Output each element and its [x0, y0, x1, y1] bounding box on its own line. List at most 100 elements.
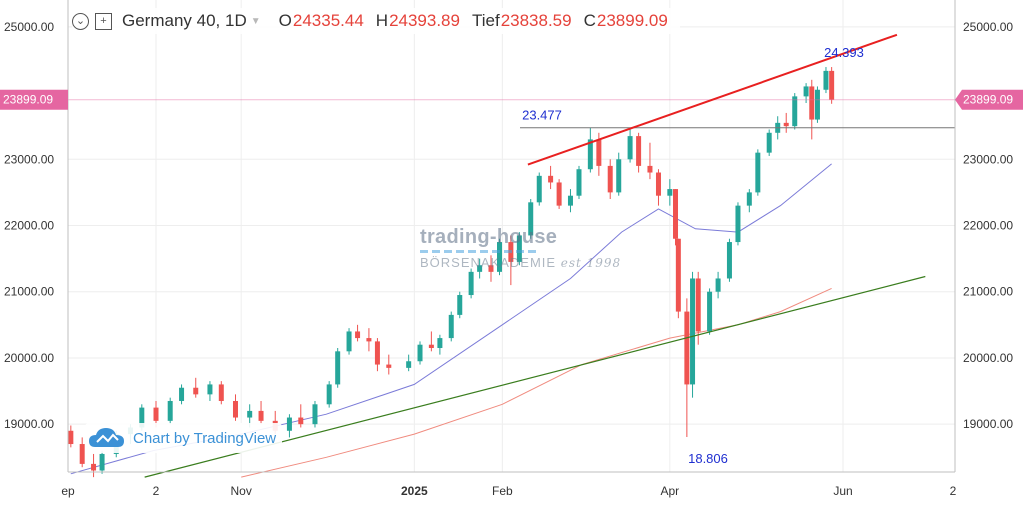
candle-body [829, 70, 835, 100]
x-tick-label: 2 [153, 484, 160, 498]
candle-body [803, 86, 809, 97]
y-tick-label-left: 25000.00 [4, 20, 54, 34]
symbol-title[interactable]: Germany 40, 1D [122, 11, 247, 30]
plus-square-icon[interactable]: + [95, 12, 112, 30]
candle-body [814, 89, 820, 120]
watermark-dash [420, 250, 540, 253]
candle-body [335, 351, 341, 385]
x-tick-label: ep [61, 484, 75, 498]
candle-body [99, 453, 105, 471]
watermark-est: est 1998 [560, 256, 622, 270]
moving-average-line [241, 287, 832, 478]
candle-body [346, 331, 352, 352]
chevron-down-circle-icon[interactable]: ⌄ [72, 12, 89, 30]
candle-body [607, 165, 613, 193]
last-price-tag-left [0, 89, 68, 110]
low-value: 23838.59 [500, 11, 572, 30]
candle-body [567, 195, 573, 206]
candle-body [755, 152, 761, 193]
candle-body [792, 96, 798, 127]
axes: 19000.00 19000.00 20000.00 20000.00 21000.00… [0, 0, 1023, 498]
trading-house-watermark: trading-house BÖRSENAKADEMIE est 1998 [420, 226, 620, 276]
y-tick-label-right: 23000.00 [963, 152, 1013, 166]
candle-body [207, 384, 213, 395]
candle-body [355, 331, 361, 339]
price-annotation: 24.393 [824, 45, 864, 60]
y-tick-label-left: 20000.00 [4, 351, 54, 365]
price-annotation: 18.806 [688, 451, 728, 466]
candle-body [497, 242, 503, 272]
candle-body [374, 341, 380, 365]
price-annotation: 23.477 [522, 108, 562, 123]
tradingview-badge[interactable]: Chart by TradingView [85, 423, 283, 453]
y-tick-label-left: 21000.00 [4, 285, 54, 299]
x-tick-label: Jun [833, 484, 852, 498]
y-tick-label-right: 20000.00 [963, 351, 1013, 365]
watermark-subtitle: BÖRSENAKADEMIE est 1998 [420, 255, 620, 270]
symbol-header: ⌄ + Germany 40, 1D ▼ O 24335.44 H 24393.… [72, 8, 680, 34]
candle-body [690, 278, 696, 385]
candle-body [79, 444, 85, 464]
candle-body [695, 278, 701, 332]
candle-body [91, 463, 97, 471]
candle-body [655, 172, 661, 196]
watermark-title: trading-house [420, 226, 558, 248]
last-price-tag-right [955, 89, 1023, 110]
y-tick-label-right: 21000.00 [963, 285, 1013, 299]
y-tick-label-left: 19000.00 [4, 417, 54, 431]
candle-body [596, 139, 602, 166]
candle-body [809, 86, 815, 120]
open-value: 24335.44 [292, 11, 364, 30]
candle-body [587, 139, 593, 170]
open-label: O [278, 11, 292, 30]
candle-body [448, 314, 454, 339]
close-value: 23899.09 [596, 11, 668, 30]
candle-body [386, 364, 392, 368]
candle-body [673, 189, 679, 239]
candle-body [735, 205, 741, 243]
candle-body [715, 278, 721, 292]
y-tick-label-right: 19000.00 [963, 417, 1013, 431]
low-label: Tief [471, 11, 500, 30]
candle-body [536, 175, 542, 203]
candle-body [675, 238, 681, 312]
candle-body [636, 136, 642, 166]
y-tick-label-left: 22000.00 [4, 219, 54, 233]
candle-body [139, 407, 145, 428]
candle-body [179, 387, 185, 401]
candle-body [366, 338, 372, 342]
candle-body [823, 70, 829, 90]
candle-body [232, 400, 238, 418]
candle-body [488, 265, 494, 272]
candle-body [153, 407, 159, 421]
candle-body [667, 189, 673, 196]
candle-body [684, 311, 690, 385]
candle-body [783, 122, 789, 127]
y-tick-label-left: 23000.00 [4, 152, 54, 166]
resistance-trendline[interactable] [527, 33, 898, 166]
y-tick-label-right: 25000.00 [963, 20, 1013, 34]
close-label: C [583, 11, 596, 30]
candle-body [247, 410, 253, 418]
candle-body [457, 295, 463, 315]
candle-body [218, 384, 224, 401]
candle-body [258, 410, 264, 421]
candle-body [766, 132, 772, 153]
candle-body [286, 417, 292, 431]
watermark-academy: BÖRSENAKADEMIE [420, 255, 557, 270]
candle-body [193, 387, 199, 395]
candle-body [477, 265, 483, 272]
candle-body [516, 235, 522, 262]
candle-body [437, 338, 443, 349]
candle-body [556, 182, 562, 206]
candle-body [627, 136, 633, 160]
candle-body [548, 175, 554, 183]
candle-body [647, 165, 653, 173]
badge-text: Chart by TradingView [133, 429, 277, 447]
candle-body [468, 271, 474, 296]
candle-body [428, 344, 434, 349]
caret-down-icon[interactable]: ▼ [250, 15, 261, 27]
candle-body [726, 242, 732, 279]
candle-body [746, 192, 752, 206]
